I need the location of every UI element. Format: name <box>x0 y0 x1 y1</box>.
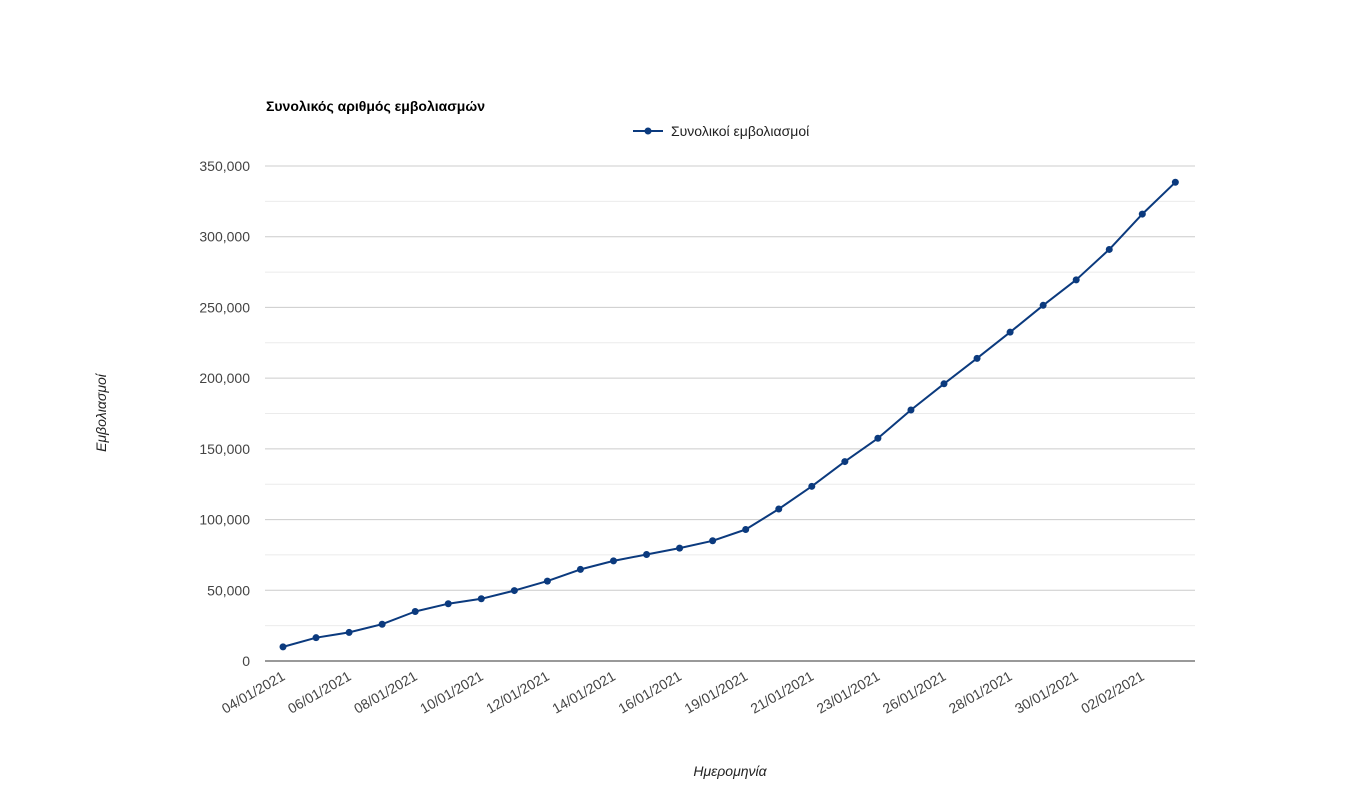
x-axis-title: Ημερομηνία <box>693 763 767 779</box>
data-point[interactable] <box>841 458 849 466</box>
data-point[interactable] <box>279 643 287 651</box>
y-axis-ticks: 0 50,000 100,000 150,000 200,000 250,000 300,0… <box>199 158 250 669</box>
data-point[interactable] <box>775 505 783 513</box>
y-tick-label: 50,000 <box>207 582 250 598</box>
y-tick-label: 250,000 <box>199 299 250 315</box>
data-point[interactable] <box>676 544 684 552</box>
data-point[interactable] <box>643 551 651 559</box>
data-point[interactable] <box>1171 178 1179 186</box>
data-point[interactable] <box>345 628 353 636</box>
x-tick-label: 10/01/2021 <box>417 668 486 717</box>
series-line <box>282 181 1176 648</box>
x-tick-label: 12/01/2021 <box>483 668 552 717</box>
data-point[interactable] <box>312 634 320 642</box>
y-axis-title: Εμβολιασμοί <box>93 372 109 452</box>
data-point[interactable] <box>576 565 584 573</box>
x-tick-label: 26/01/2021 <box>880 668 949 717</box>
data-point[interactable] <box>378 620 386 628</box>
data-point[interactable] <box>1039 301 1047 309</box>
data-point[interactable] <box>1105 245 1113 253</box>
data-point[interactable] <box>973 354 981 362</box>
x-tick-label: 14/01/2021 <box>549 668 618 717</box>
legend[interactable]: Συνολικοί εμβολιασμοί <box>633 123 809 139</box>
x-axis-ticks: 04/01/202106/01/202108/01/202110/01/2021… <box>219 668 1147 717</box>
data-point[interactable] <box>610 557 617 565</box>
x-tick-label: 23/01/2021 <box>814 668 883 717</box>
y-tick-label: 150,000 <box>199 441 250 457</box>
x-tick-label: 21/01/2021 <box>748 668 817 717</box>
data-point[interactable] <box>874 434 882 442</box>
x-tick-label: 28/01/2021 <box>946 668 1015 717</box>
data-point[interactable] <box>411 608 419 615</box>
x-tick-label: 16/01/2021 <box>615 668 684 717</box>
data-point[interactable] <box>907 406 915 414</box>
data-point[interactable] <box>510 587 518 595</box>
chart-title: Συνολικός αριθμός εμβολιασμών <box>266 98 485 114</box>
y-tick-label: 100,000 <box>199 512 250 528</box>
x-tick-label: 19/01/2021 <box>682 668 751 717</box>
y-tick-label: 200,000 <box>199 370 250 386</box>
x-tick-label: 30/01/2021 <box>1012 668 1081 717</box>
grid-lines <box>265 165 1195 627</box>
x-tick-label: 08/01/2021 <box>351 668 420 717</box>
data-point[interactable] <box>742 525 750 533</box>
data-point[interactable] <box>808 482 816 490</box>
legend-marker <box>644 127 652 135</box>
data-point[interactable] <box>444 600 452 608</box>
data-point[interactable] <box>1072 276 1080 284</box>
y-tick-label: 350,000 <box>199 158 250 174</box>
y-tick-label: 300,000 <box>199 229 250 245</box>
data-point[interactable] <box>709 537 717 545</box>
data-point[interactable] <box>1006 328 1014 336</box>
x-tick-label: 04/01/2021 <box>219 668 288 717</box>
data-point[interactable] <box>543 577 551 585</box>
x-tick-label: 06/01/2021 <box>285 668 354 717</box>
series-layer <box>279 178 1179 651</box>
data-point[interactable] <box>940 380 948 388</box>
data-point[interactable] <box>1138 210 1146 218</box>
legend-label: Συνολικοί εμβολιασμοί <box>671 123 809 139</box>
y-tick-label: 0 <box>242 653 250 669</box>
data-point[interactable] <box>477 595 485 603</box>
x-tick-label: 02/02/2021 <box>1078 668 1147 717</box>
